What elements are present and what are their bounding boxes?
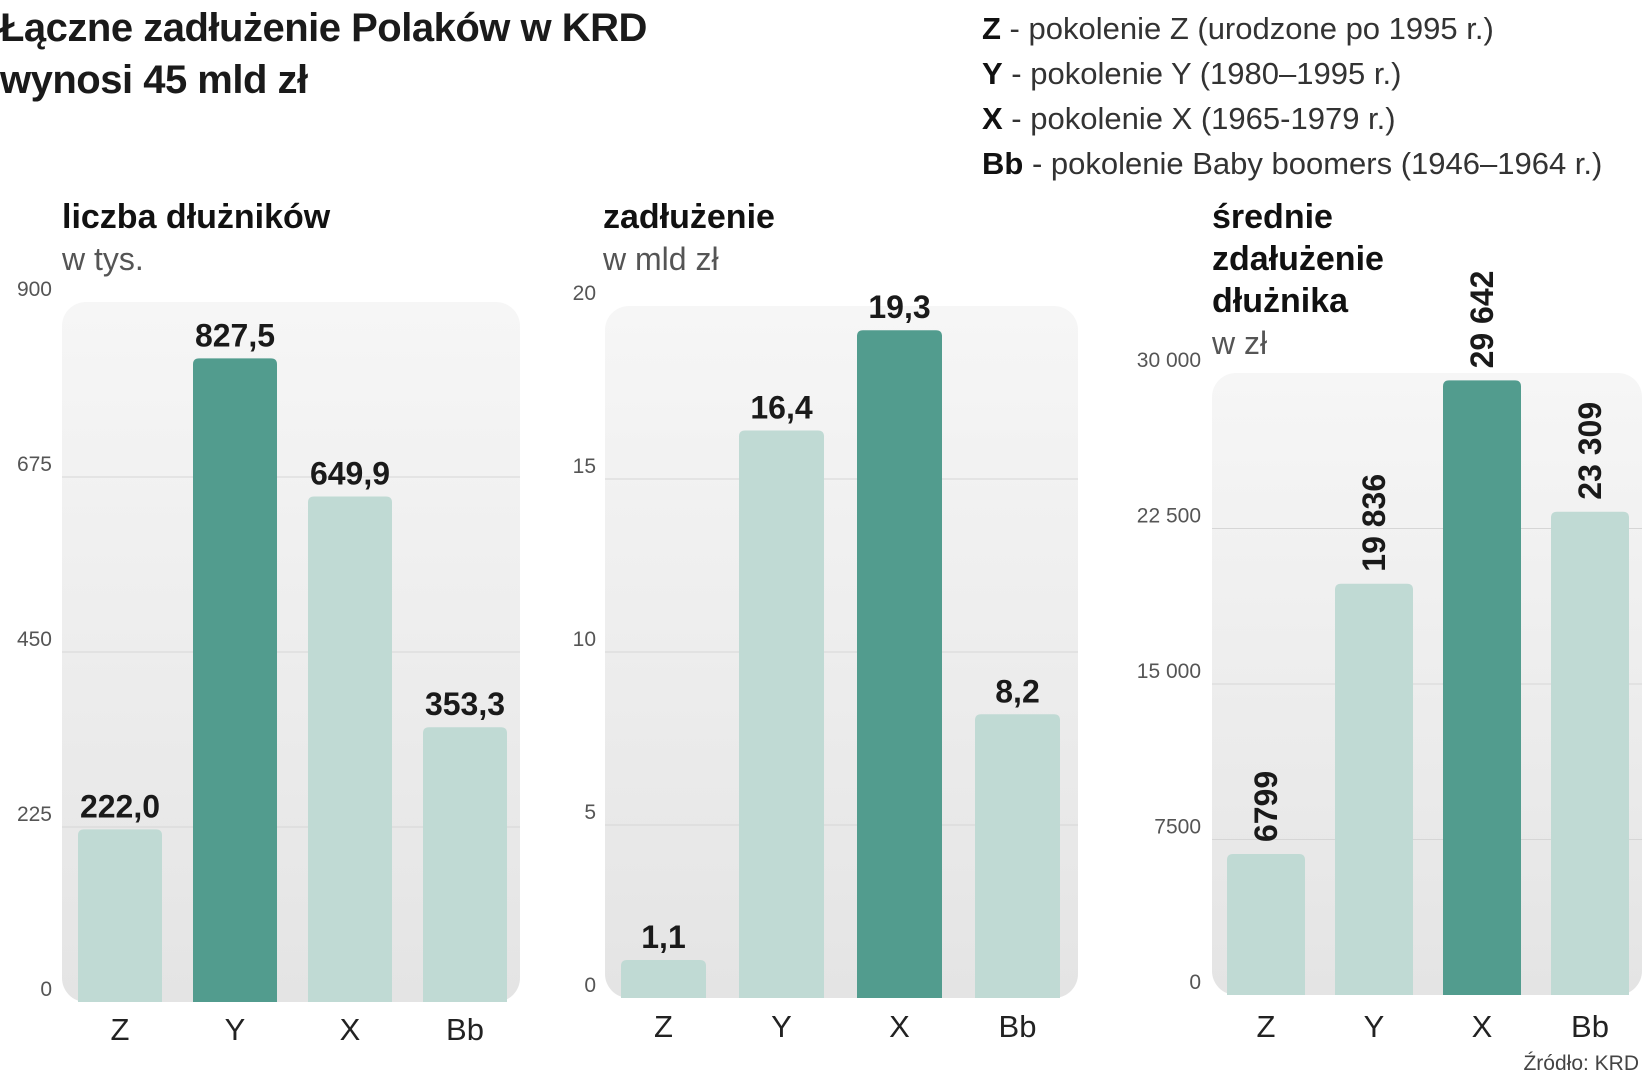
chart-debt-value-label-y: 16,4 — [750, 390, 812, 426]
legend-key-bb: Bb — [982, 146, 1024, 181]
chart-title-line-2: wynosi 45 mld zł — [0, 58, 308, 102]
chart-average-value-label-x: 29 642 — [1464, 271, 1500, 369]
chart-debt-ytick-label: 20 — [573, 282, 596, 305]
chart-debt-category-label-x: X — [889, 1009, 910, 1044]
panel-average-unit: w zł — [1212, 325, 1268, 361]
chart-average-ytick-label: 7500 — [1154, 816, 1201, 839]
chart-debt: 0 5 10 15 20 1,1 Z 16,4 Y 19,3 X 8,2 Bb — [573, 282, 1078, 1044]
chart-average-category-label-y: Y — [1364, 1009, 1385, 1044]
chart-average-ytick-label: 15 000 — [1137, 660, 1201, 683]
chart-debtors-bar-z — [78, 829, 162, 1002]
legend-entry-bb: Bb - pokolenie Baby boomers (1946–1964 r… — [982, 141, 1602, 186]
chart-title-line-1: Łączne zadłużenie Polaków w KRD — [0, 6, 647, 50]
chart-debtors-category-label-x: X — [340, 1012, 361, 1047]
chart-debtors-category-label-z: Z — [111, 1012, 130, 1047]
legend-text-y: - pokolenie Y (1980–1995 r.) — [1002, 56, 1402, 91]
legend-key-z: Z — [982, 11, 1001, 46]
panel-average-title-line-3: dłużnika — [1212, 282, 1349, 320]
chart-debt-category-label-bb: Bb — [999, 1009, 1037, 1044]
chart-average-bar-y — [1335, 583, 1413, 995]
chart-debt-value-label-bb: 8,2 — [995, 673, 1039, 709]
chart-debtors: 0 225 450 675 900 222,0 Z 827,5 Y 649,9 X 353,3 Bb — [17, 278, 520, 1047]
chart-average-ytick-label: 30 000 — [1137, 349, 1201, 372]
chart-debtors-ytick-label: 675 — [17, 453, 52, 476]
chart-average-ytick-label: 0 — [1189, 971, 1201, 994]
chart-debt-category-label-y: Y — [771, 1009, 792, 1044]
chart-average-value-label-y: 19 836 — [1356, 474, 1392, 572]
chart-average-value-label-bb: 23 309 — [1572, 402, 1608, 500]
chart-average-bar-z — [1227, 854, 1305, 995]
chart-debt-ytick-label: 10 — [573, 628, 596, 651]
chart-average-category-label-x: X — [1472, 1009, 1493, 1044]
chart-debtors-value-label-z: 222,0 — [80, 788, 160, 824]
chart-average-category-label-z: Z — [1257, 1009, 1276, 1044]
chart-debtors-category-label-y: Y — [225, 1012, 246, 1047]
panel-debt-header: zadłużenie w mld zł — [603, 196, 775, 280]
chart-debt-bar-y — [739, 430, 824, 998]
chart-average-bar-x — [1443, 380, 1521, 995]
legend-text-z: - pokolenie Z (urodzone po 1995 r.) — [1000, 11, 1494, 46]
chart-debt-bar-z — [621, 959, 706, 998]
panel-debt-unit: w mld zł — [603, 241, 719, 277]
panel-average-header: średnie zdałużenie dłużnika w zł — [1212, 196, 1384, 364]
legend-entry-z: Z - pokolenie Z (urodzone po 1995 r.) — [982, 6, 1602, 51]
source-note: Źródło: KRD — [1523, 1052, 1639, 1075]
chart-debtors-ytick-label: 450 — [17, 628, 52, 651]
chart-debt-ytick-label: 15 — [573, 455, 596, 478]
legend-entry-x: X - pokolenie X (1965-1979 r.) — [982, 96, 1602, 141]
chart-debtors-ytick-label: 225 — [17, 803, 52, 826]
chart-debtors-ytick-label: 0 — [40, 978, 52, 1001]
generation-legend: Z - pokolenie Z (urodzone po 1995 r.) Y … — [982, 6, 1602, 186]
chart-debtors-bar-bb — [423, 727, 507, 1002]
chart-debtors-bar-y — [193, 358, 277, 1002]
panel-debtors-header: liczba dłużników w tys. — [62, 196, 330, 280]
legend-text-bb: - pokolenie Baby boomers (1946–1964 r.) — [1023, 146, 1603, 181]
chart-average-ytick-label: 22 500 — [1137, 505, 1201, 528]
chart-debt-category-label-z: Z — [654, 1009, 673, 1044]
chart-debtors-value-label-x: 649,9 — [310, 456, 390, 492]
legend-key-x: X — [982, 101, 1003, 136]
legend-key-y: Y — [982, 56, 1003, 91]
chart-debtors-value-label-bb: 353,3 — [425, 686, 505, 722]
chart-debt-ytick-label: 0 — [584, 974, 596, 997]
chart-title: Łączne zadłużenie Polaków w KRD wynosi 4… — [0, 2, 647, 106]
legend-entry-y: Y - pokolenie Y (1980–1995 r.) — [982, 51, 1602, 96]
panel-debtors-title: liczba dłużników — [62, 198, 331, 236]
chart-average-bar-bb — [1551, 511, 1629, 995]
panel-debt-title: zadłużenie — [603, 198, 775, 236]
panel-debtors-unit: w tys. — [62, 241, 144, 277]
chart-average-category-label-bb: Bb — [1571, 1009, 1609, 1044]
panel-average-title-line-1: średnie — [1212, 198, 1333, 236]
chart-debt-bar-x — [857, 330, 942, 999]
panel-average-title-line-2: zdałużenie — [1212, 240, 1384, 278]
chart-debt-value-label-z: 1,1 — [641, 919, 685, 955]
chart-debt-value-label-x: 19,3 — [868, 289, 930, 325]
chart-debtors-category-label-bb: Bb — [446, 1012, 484, 1047]
chart-debtors-ytick-label: 900 — [17, 278, 52, 301]
chart-debt-bar-bb — [975, 714, 1060, 998]
chart-debt-ytick-label: 5 — [584, 801, 596, 824]
chart-debtors-bar-x — [308, 496, 392, 1002]
chart-average: 0 7500 15 000 22 500 30 000 6799 Z 19 836 Y 29 64… — [1137, 271, 1642, 1044]
legend-text-x: - pokolenie X (1965-1979 r.) — [1002, 101, 1396, 136]
chart-average-value-label-z: 6799 — [1248, 771, 1284, 842]
chart-debtors-value-label-y: 827,5 — [195, 317, 275, 353]
